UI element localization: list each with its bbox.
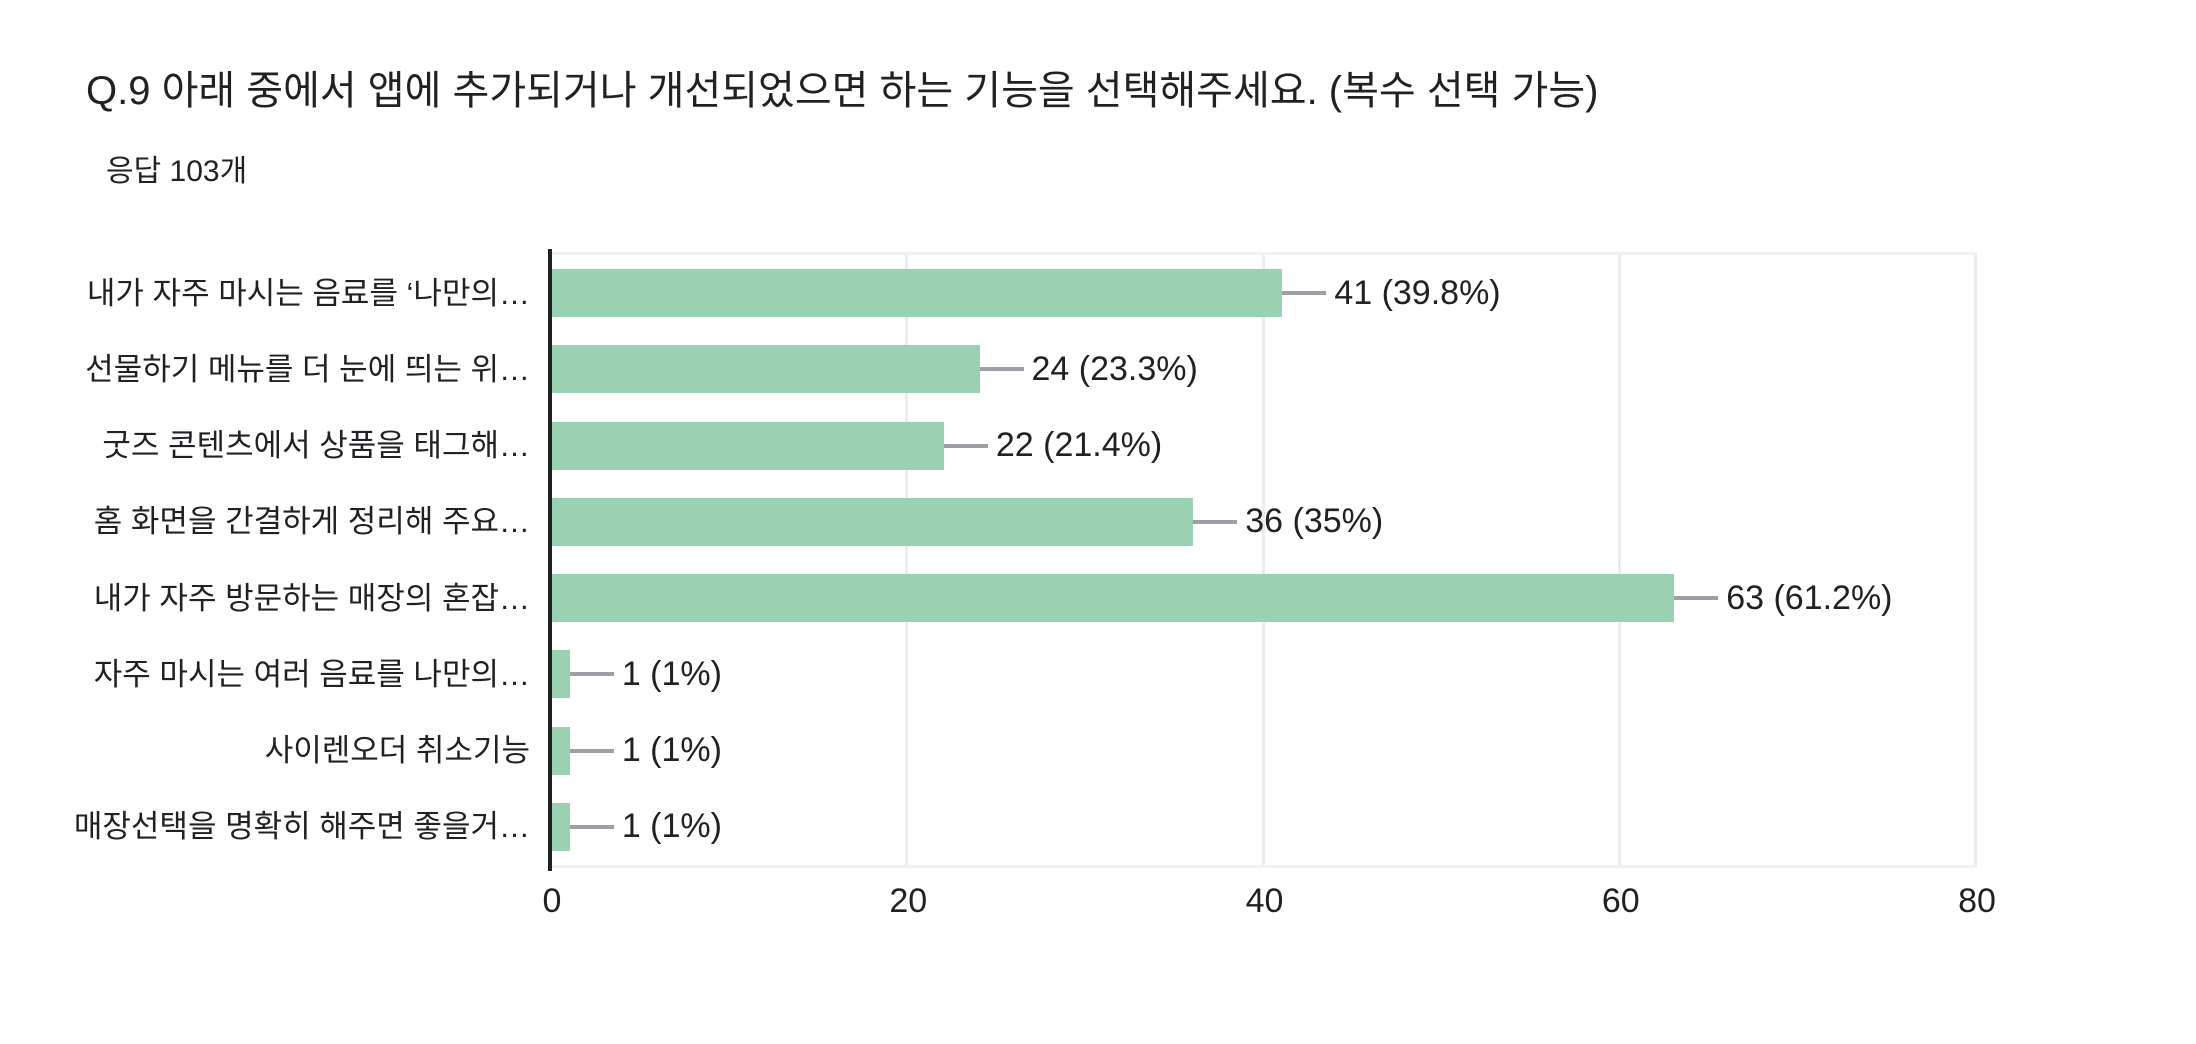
y-axis-line <box>548 249 552 871</box>
value-connector-line <box>1193 519 1238 524</box>
bar-label: 자주 마시는 여러 음료를 나만의… <box>93 656 530 692</box>
bar-label: 내가 자주 방문하는 매장의 혼잡… <box>93 580 530 616</box>
bar-value-label: 63 (61.2%) <box>1726 578 1893 617</box>
x-tick-label: 80 <box>1958 882 1996 920</box>
x-tick-label: 20 <box>889 882 928 920</box>
response-count: 응답 103개 <box>106 155 248 188</box>
chart-title: Q.9 아래 중에서 앱에 추가되거나 개선되었으면 하는 기능을 선택해주세요… <box>86 69 1599 113</box>
bar <box>552 421 944 470</box>
bar <box>552 269 1283 318</box>
bar <box>552 574 1675 623</box>
value-connector-line <box>1674 596 1719 601</box>
bar-label: 홈 화면을 간결하게 정리해 주요… <box>93 504 530 540</box>
gridline-x-80 <box>1974 255 1977 865</box>
bar-label: 매장선택을 명확히 해주면 좋을거… <box>73 809 530 845</box>
bar-value-label: 1 (1%) <box>621 807 722 846</box>
value-connector-line <box>569 672 614 677</box>
bar <box>552 345 980 394</box>
bar <box>552 726 570 775</box>
bar-value-label: 41 (39.8%) <box>1334 273 1501 312</box>
value-connector-line <box>943 443 988 448</box>
value-connector-line <box>569 748 614 753</box>
bar-value-label: 1 (1%) <box>621 654 722 693</box>
category-labels-column: 내가 자주 마시는 음료를 ‘나만의… 선물하기 메뉴를 더 눈에 띄는 위… 굿즈… <box>0 252 540 862</box>
bar <box>552 802 570 851</box>
value-connector-line <box>979 367 1024 372</box>
bar-label: 내가 자주 마시는 음료를 ‘나만의… <box>86 275 530 311</box>
bar-value-label: 22 (21.4%) <box>995 426 1163 465</box>
bar-value-label: 24 (23.3%) <box>1031 349 1198 388</box>
gridline-x-20 <box>905 255 909 865</box>
x-tick-label: 40 <box>1245 882 1284 920</box>
bar-label: 사이렌오더 취소기능 <box>264 733 530 769</box>
bar-value-label: 36 (35%) <box>1245 502 1384 541</box>
value-connector-line <box>1282 291 1327 296</box>
bar-label: 선물하기 메뉴를 더 눈에 띄는 위… <box>85 351 530 387</box>
bar-value-label: 1 (1%) <box>621 731 722 770</box>
x-axis-ticks: 0 20 40 60 80 <box>543 872 1996 932</box>
x-tick-label: 60 <box>1601 882 1640 920</box>
x-tick-label: 0 <box>542 882 562 920</box>
gridline-x-40 <box>1261 255 1265 865</box>
bar <box>552 497 1194 546</box>
value-connector-line <box>569 824 614 829</box>
bar-label: 굿즈 콘텐츠에서 상품을 태그해… <box>102 428 530 464</box>
gridline-x-60 <box>1617 255 1621 865</box>
plot-area: 41 (39.8%) 24 (23.3%) 22 (21.4%) 36 (35%) 63… <box>548 249 1977 871</box>
bar <box>552 650 570 699</box>
